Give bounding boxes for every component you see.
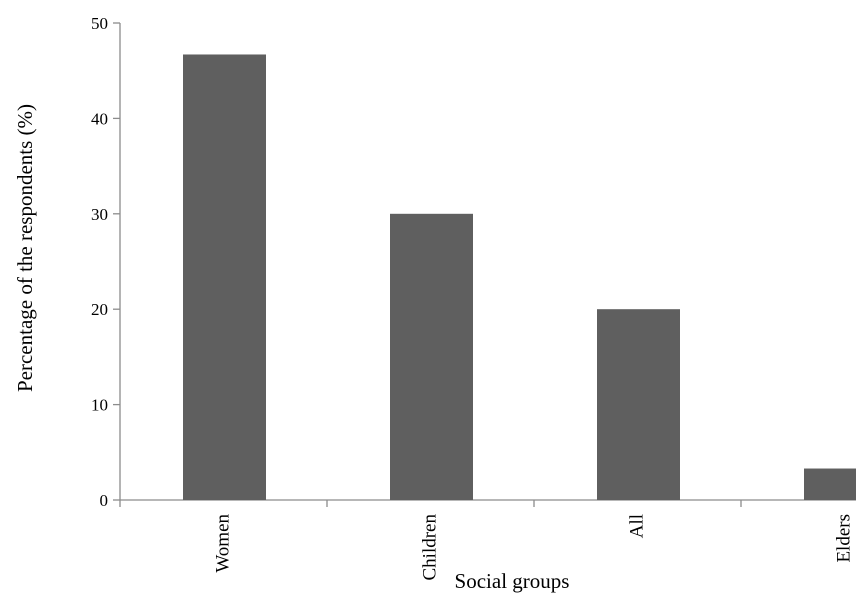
bar-all bbox=[597, 309, 680, 500]
bar-women bbox=[183, 54, 266, 501]
y-tick-label: 20 bbox=[91, 300, 108, 319]
bar-children bbox=[390, 213, 473, 501]
y-tick-label: 10 bbox=[91, 396, 108, 415]
y-tick-label: 40 bbox=[91, 109, 108, 128]
bar-elders bbox=[804, 468, 856, 500]
x-category-label: Children bbox=[420, 514, 441, 581]
y-tick-label: 50 bbox=[91, 14, 108, 33]
y-axis-title: Percentage of the respondents (%) bbox=[13, 104, 37, 392]
y-tick-label: 0 bbox=[100, 491, 109, 510]
x-category-label: Women bbox=[213, 514, 234, 573]
x-category-label: Elders bbox=[834, 514, 855, 563]
x-axis-title: Social groups bbox=[455, 569, 570, 593]
y-tick-label: 30 bbox=[91, 205, 108, 224]
x-category-label: All bbox=[627, 514, 648, 538]
bar-series bbox=[183, 54, 856, 501]
y-axis: 0 10 20 30 40 50 bbox=[91, 14, 121, 510]
x-axis: Women Children All Elders bbox=[119, 499, 856, 581]
